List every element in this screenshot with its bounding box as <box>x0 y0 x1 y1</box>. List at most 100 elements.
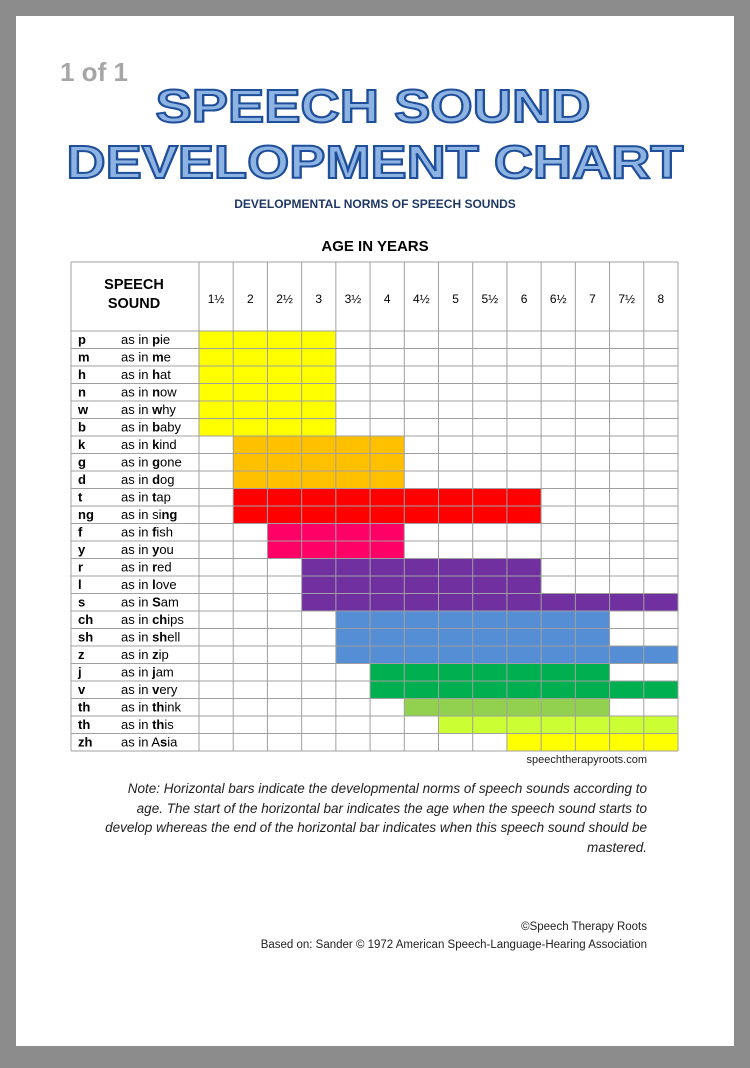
example: as in very <box>121 682 178 697</box>
age-bar <box>233 453 405 471</box>
sound: s <box>78 595 85 610</box>
sound: n <box>78 385 86 400</box>
age-label: 4 <box>384 292 391 306</box>
sound: sh <box>78 630 93 645</box>
example-part: at <box>160 367 171 382</box>
subtitle: DEVELOPMENTAL NORMS OF SPEECH SOUNDS <box>234 197 516 211</box>
example-part: ow <box>160 385 177 400</box>
credit: Based on: Sander © 1972 American Speech-… <box>260 939 647 951</box>
example-part: ery <box>159 682 178 697</box>
age-label: 3 <box>315 292 322 306</box>
example-part: is <box>164 717 174 732</box>
example-prefix: as in <box>121 647 152 662</box>
title-line: SPEECH SOUND <box>156 80 591 132</box>
example: as in dog <box>121 472 175 487</box>
example-prefix: as in <box>121 490 152 505</box>
example-part: w <box>151 402 163 417</box>
sound: ng <box>78 507 94 522</box>
example-part: n <box>152 385 160 400</box>
example-part: og <box>160 472 174 487</box>
example-part: ed <box>157 560 171 575</box>
sound: m <box>78 350 90 365</box>
example-part: ng <box>161 507 177 522</box>
example: as in jam <box>121 665 174 680</box>
age-bar <box>506 733 678 751</box>
example: as in think <box>121 700 181 715</box>
sound: h <box>78 367 86 382</box>
example: as in why <box>121 402 176 417</box>
example: as in this <box>121 717 174 732</box>
example-part: b <box>152 420 160 435</box>
example-part: ip <box>159 647 169 662</box>
example-prefix: as in <box>121 717 152 732</box>
example: as in pie <box>121 332 170 347</box>
example-part: ap <box>156 490 170 505</box>
example-part: v <box>152 682 160 697</box>
example-part: t <box>152 490 157 505</box>
example-prefix: as in <box>121 455 152 470</box>
example-prefix: as in <box>121 402 152 417</box>
example-part: ia <box>167 735 178 750</box>
age-label: 6 <box>521 292 528 306</box>
sound: y <box>78 542 86 557</box>
example-prefix: as in <box>121 735 151 750</box>
example-prefix: as in <box>121 437 152 452</box>
example-part: f <box>152 525 157 540</box>
example-prefix: as in <box>121 682 152 697</box>
sound: d <box>78 472 86 487</box>
age-label: 5½ <box>481 292 498 306</box>
example-prefix: as in <box>121 472 152 487</box>
age-label: 7 <box>589 292 596 306</box>
example-prefix: as in <box>121 420 152 435</box>
note: Note: Horizontal bars indicate the devel… <box>105 781 647 855</box>
sound-heading: SPEECH SOUND <box>104 277 164 312</box>
example-part: s <box>160 735 167 750</box>
sound: v <box>78 682 86 697</box>
example-part: am <box>161 595 179 610</box>
example-prefix: as in <box>121 367 152 382</box>
example-prefix: as in <box>121 665 152 680</box>
example-part: j <box>151 665 156 680</box>
example-prefix: as in <box>121 332 152 347</box>
example: as in zip <box>121 647 169 662</box>
age-label: 7½ <box>618 292 635 306</box>
sound: t <box>78 490 83 505</box>
example-part: p <box>152 332 160 347</box>
example: as in gone <box>121 455 182 470</box>
example-prefix: as in <box>121 542 152 557</box>
sound: p <box>78 332 86 347</box>
example-part: k <box>152 437 160 452</box>
sound: zh <box>78 735 93 750</box>
sound: z <box>78 647 85 662</box>
example-part: m <box>152 350 164 365</box>
example-prefix: as in <box>121 560 152 575</box>
age-bar <box>370 663 610 681</box>
example-part: z <box>152 647 159 662</box>
sound: w <box>77 402 89 417</box>
example-part: d <box>152 472 160 487</box>
age-bar <box>301 576 542 594</box>
example: as in shell <box>121 630 180 645</box>
age-bar <box>438 716 678 734</box>
example-part: ell <box>167 630 180 645</box>
credit: ©Speech Therapy Roots <box>521 921 647 933</box>
example-prefix: as in <box>121 525 152 540</box>
sound: l <box>78 577 82 592</box>
age-label: 2½ <box>276 292 293 306</box>
example-part: ind <box>159 437 176 452</box>
example-part: y <box>152 542 160 557</box>
example: as in fish <box>121 525 173 540</box>
sound: g <box>78 455 86 470</box>
example-part: ips <box>167 612 184 627</box>
example-prefix: as in <box>121 350 152 365</box>
sound: f <box>78 525 83 540</box>
title-line: DEVELOPMENT CHART <box>67 136 684 188</box>
source-url: speechtherapyroots.com <box>527 754 647 766</box>
age-bar <box>301 558 542 576</box>
example: as in Sam <box>121 595 179 610</box>
example-part: ink <box>164 700 181 715</box>
example-part: aby <box>160 420 181 435</box>
example-part: one <box>160 455 182 470</box>
age-bar <box>301 593 678 611</box>
example-prefix: as in <box>121 630 152 645</box>
